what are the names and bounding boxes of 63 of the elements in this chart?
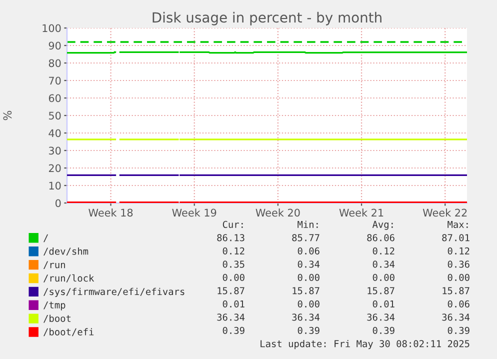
text: Avg: <box>372 220 393 230</box>
text: 0.00 <box>222 274 244 282</box>
y-tick-label: 80 <box>48 59 61 68</box>
y-tick-label: 0 <box>56 199 61 208</box>
legend-label: /dev/shm <box>44 247 88 256</box>
x-tick-label: Week 20 <box>256 208 300 217</box>
text: 0.00 <box>448 274 470 282</box>
text: Cur: <box>222 220 243 228</box>
x-tick-label: Week 21 <box>339 208 384 217</box>
x-tick-label: Week 22 <box>422 208 467 217</box>
text: 36.34 <box>442 314 470 321</box>
text: 0.06 <box>298 247 320 255</box>
y-tick-label: 30 <box>48 146 61 155</box>
y-tick-label: 10 <box>49 182 61 190</box>
text: 0.34 <box>372 260 395 268</box>
legend-label: /boot/efi <box>44 328 94 336</box>
legend-label: /run/lock <box>44 274 94 282</box>
text: 0.00 <box>372 274 394 282</box>
y-tick-label: 40 <box>48 129 61 138</box>
text: 85.77 <box>292 234 320 242</box>
legend-label: / <box>44 234 48 242</box>
x-tick-label: Week 18 <box>88 208 133 217</box>
text: 0.06 <box>448 300 470 308</box>
y-tick-label: 70 <box>49 76 61 85</box>
text: 86.06 <box>367 234 394 242</box>
text: 0.12 <box>222 247 244 255</box>
text: Last update: Fri May 30 08:02:11 2025 <box>260 340 470 350</box>
text: Max: <box>448 220 468 228</box>
text: 0.34 <box>298 260 320 268</box>
text: 0.39 <box>372 326 394 334</box>
text: 36.34 <box>367 314 395 321</box>
text: 0.12 <box>372 247 394 255</box>
y-tick-label: 50 <box>48 112 61 120</box>
text: 0.01 <box>222 300 244 308</box>
text: 0.00 <box>298 274 320 282</box>
y-tick-label: 90 <box>48 42 61 50</box>
text: 0.36 <box>448 260 470 268</box>
text: 86.13 <box>217 234 244 242</box>
legend-label: /boot <box>44 314 71 323</box>
text: 36.34 <box>217 314 245 321</box>
y-tick-label: 20 <box>48 164 61 172</box>
text: 15.87 <box>218 287 244 294</box>
text: 15.87 <box>368 287 394 294</box>
text: 87.01 <box>442 234 470 242</box>
y-tick-label: 60 <box>48 94 61 102</box>
text: 0.00 <box>298 300 320 308</box>
x-tick-label: Week 19 <box>172 208 216 217</box>
legend-label: /tmp <box>44 302 66 310</box>
text: 15.87 <box>292 287 320 294</box>
legend-label: /sys/firmware/efi/efivars <box>44 288 184 297</box>
text: 0.35 <box>222 260 244 268</box>
text: 0.39 <box>222 326 244 334</box>
text: 36.34 <box>292 314 320 321</box>
text: Min: <box>298 220 318 228</box>
chart-title: Disk usage in percent - by month <box>152 12 382 26</box>
text: 0.01 <box>372 300 394 308</box>
y-tick-label: 100 <box>42 24 61 32</box>
text: 0.39 <box>448 326 470 334</box>
text: 0.39 <box>298 326 320 334</box>
y-axis-title: % <box>3 110 12 120</box>
text: 15.87 <box>442 287 470 294</box>
text: 0.12 <box>448 247 470 255</box>
legend-label: /run <box>44 261 65 269</box>
